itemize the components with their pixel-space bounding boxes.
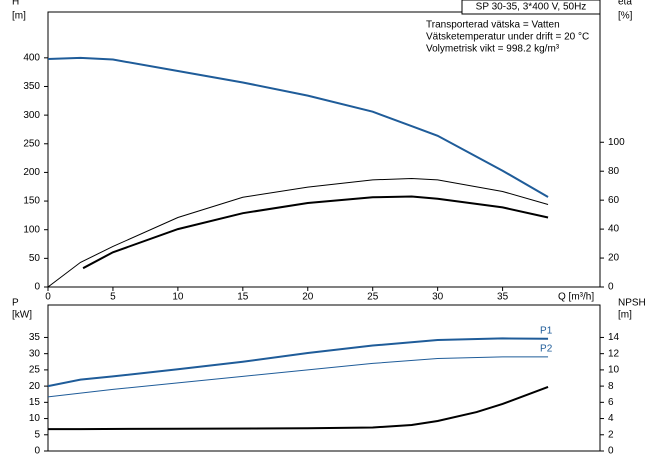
y-tick-label: 30 — [29, 348, 41, 359]
y-tick-label: 150 — [23, 196, 40, 207]
x-tick-label: 20 — [302, 292, 314, 303]
curve — [47, 356, 549, 398]
y2-axis-unit: [m] — [618, 310, 632, 321]
x-tick-label: 35 — [497, 292, 509, 303]
y2-axis-label: NPSH — [618, 298, 646, 309]
y-tick-label: 200 — [23, 167, 40, 178]
y2-tick-label: 12 — [608, 348, 620, 359]
x-tick-label: 30 — [432, 292, 444, 303]
y-axis-label: H — [12, 0, 19, 8]
y2-tick-label: 4 — [608, 413, 614, 424]
plot-frame — [47, 11, 601, 288]
x-tick-label: 10 — [172, 292, 184, 303]
series-label: P1 — [540, 325, 553, 336]
y2-tick-label: 2 — [608, 429, 614, 440]
y2-tick-label: 10 — [608, 365, 620, 376]
x-tick-label: 25 — [367, 292, 379, 303]
y2-tick-label: 8 — [608, 381, 614, 392]
y2-tick-label: 0 — [608, 446, 614, 457]
y2-tick-label: 20 — [608, 253, 620, 264]
y2-axis-unit: [%] — [618, 11, 633, 22]
y-tick-label: 0 — [34, 282, 40, 293]
annotation: Vätsketemperatur under drift = 20 °C — [426, 32, 589, 43]
y2-tick-label: 60 — [608, 195, 620, 206]
y-tick-label: 50 — [29, 253, 41, 264]
curve — [47, 337, 549, 388]
x-tick-label: 5 — [110, 292, 116, 303]
y-axis-label: P — [12, 298, 19, 309]
chart-title: SP 30-35, 3*400 V, 50Hz — [476, 2, 587, 13]
y-tick-label: 300 — [23, 110, 40, 121]
curve — [82, 195, 549, 270]
curve — [48, 385, 549, 431]
y-tick-label: 5 — [34, 429, 40, 440]
y-axis-unit: [m] — [12, 11, 26, 22]
annotation: Volymetrisk vikt = 998.2 kg/m³ — [426, 44, 560, 55]
y-tick-label: 400 — [23, 52, 40, 63]
y2-axis-label: eta — [618, 0, 632, 8]
y-axis-unit: [kW] — [12, 310, 32, 321]
y-tick-label: 250 — [23, 138, 40, 149]
x-axis-label: Q [m³/h] — [558, 292, 594, 303]
y2-tick-label: 6 — [608, 397, 614, 408]
x-tick-label: 15 — [237, 292, 249, 303]
y-tick-label: 0 — [34, 446, 40, 457]
plot-frame — [47, 304, 601, 452]
curve — [47, 56, 549, 198]
series-label: P2 — [540, 344, 553, 355]
y-tick-label: 25 — [29, 365, 41, 376]
y2-tick-label: 100 — [608, 137, 625, 148]
y-tick-label: 10 — [29, 413, 41, 424]
y2-tick-label: 40 — [608, 224, 620, 235]
curve — [47, 177, 549, 288]
title-box — [461, 0, 601, 15]
y2-tick-label: 0 — [608, 282, 614, 293]
x-tick-label: 0 — [45, 292, 51, 303]
y2-tick-label: 14 — [608, 332, 620, 343]
y-tick-label: 20 — [29, 381, 41, 392]
y-tick-label: 35 — [29, 332, 41, 343]
annotation: Transporterad vätska = Vatten — [426, 20, 560, 31]
y-tick-label: 100 — [23, 224, 40, 235]
y-tick-label: 350 — [23, 81, 40, 92]
y-tick-label: 15 — [29, 397, 41, 408]
y2-tick-label: 80 — [608, 166, 620, 177]
